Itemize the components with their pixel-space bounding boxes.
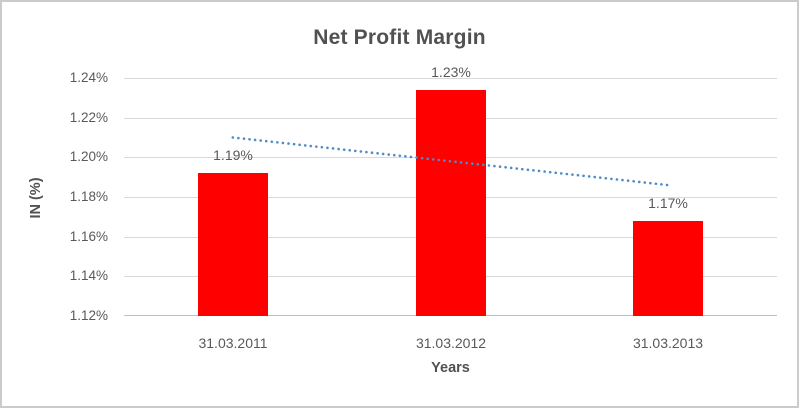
- x-tick-label: 31.03.2011: [198, 335, 268, 351]
- gridline: [124, 78, 777, 79]
- y-tick-label: 1.18%: [69, 189, 108, 204]
- y-tick-label: 1.12%: [69, 308, 108, 323]
- y-tick-label: 1.24%: [69, 70, 108, 85]
- y-axis: 1.12% 1.14% 1.16% 1.18% 1.20% 1.22% 1.24%: [2, 70, 108, 323]
- y-tick-label: 1.16%: [69, 229, 108, 244]
- x-axis: 31.03.2011 31.03.2012 31.03.2013: [124, 332, 777, 352]
- chart-title: Net Profit Margin: [313, 26, 486, 49]
- bar-31.03.2012: [416, 90, 486, 316]
- plot-area: 1.19% 1.23% 1.17%: [124, 64, 777, 316]
- data-label: 1.17%: [648, 195, 688, 211]
- data-label: 1.23%: [431, 64, 471, 80]
- x-axis-title: Years: [431, 360, 470, 376]
- x-tick-label: 31.03.2012: [415, 335, 487, 351]
- bar-31.03.2013: [633, 221, 703, 316]
- y-tick-label: 1.22%: [69, 110, 108, 125]
- x-tick-label: 31.03.2013: [632, 335, 704, 351]
- trendline: [231, 136, 670, 187]
- y-tick-label: 1.20%: [69, 149, 108, 164]
- y-tick-label: 1.14%: [69, 268, 108, 283]
- bar-31.03.2011: [198, 173, 268, 316]
- data-label: 1.19%: [213, 147, 253, 163]
